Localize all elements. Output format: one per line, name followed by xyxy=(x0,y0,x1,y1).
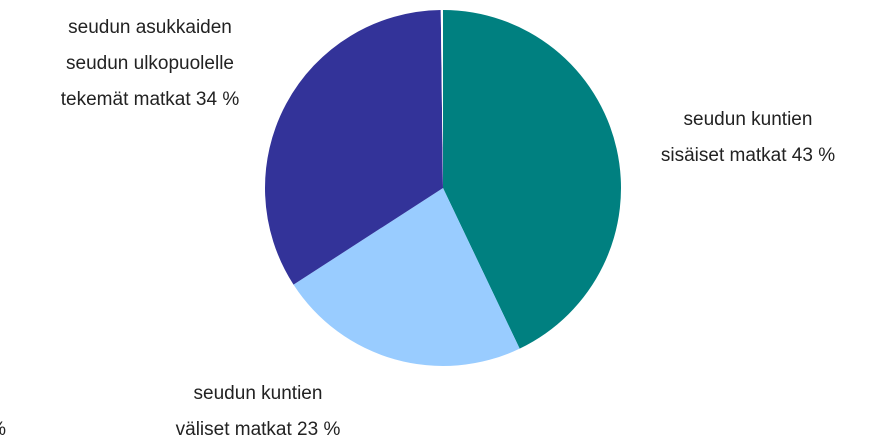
slice-label: seudun asukkaiden xyxy=(68,17,232,38)
slice-label: seudun kuntien xyxy=(194,383,323,404)
slice-label: seudun ulkopuolelle xyxy=(66,53,234,74)
pie-slice xyxy=(443,10,622,349)
pie-slice xyxy=(293,188,520,366)
slice-label: seudun kuntien xyxy=(684,109,813,130)
pie-slice xyxy=(264,10,443,285)
slice-label: väliset matkat 23 % xyxy=(176,419,341,440)
pie-slice xyxy=(440,10,443,188)
slice-label: sisäiset matkat 43 % xyxy=(661,145,835,166)
slice-label: % xyxy=(0,419,6,440)
slice-label: tekemät matkat 34 % xyxy=(61,89,240,110)
